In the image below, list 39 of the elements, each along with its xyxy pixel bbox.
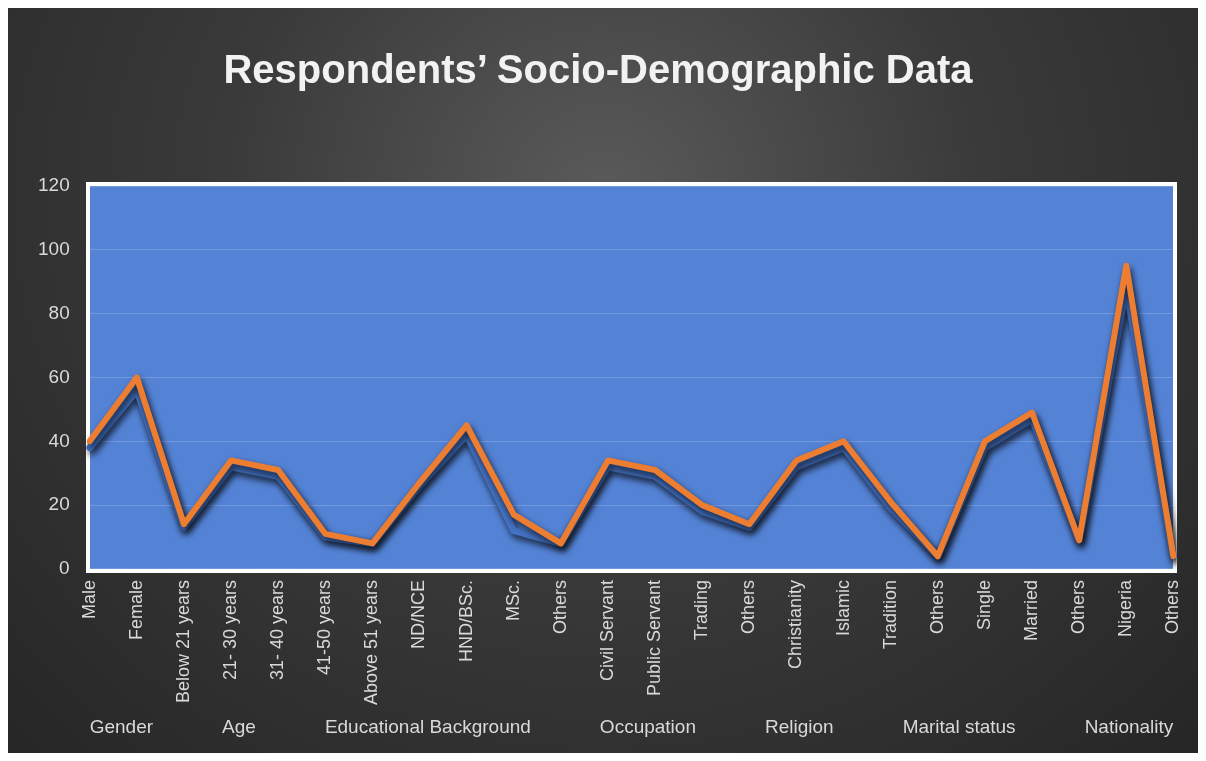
x-tick-label: Others	[926, 579, 947, 634]
chart-title: Respondents’ Socio-Demographic Data	[223, 47, 974, 92]
text: Occupation	[599, 715, 696, 739]
x-tick-label: Female	[125, 579, 146, 640]
x-tick-label: Others	[549, 579, 570, 634]
x-tick-label: Christianity	[785, 579, 806, 669]
text: Gender	[89, 715, 154, 739]
x-tick-label: ND/NCE	[408, 579, 429, 649]
x-tick-label: Public Servant	[644, 579, 665, 696]
x-tick-label: 41-50 years	[314, 579, 335, 675]
y-tick-label: 20	[48, 493, 70, 515]
x-tick-label: Above 51 years	[361, 579, 382, 705]
x-tick-label: Tradition	[879, 579, 900, 650]
y-tick-label: 40	[48, 429, 70, 451]
text: Marital status	[902, 715, 1016, 739]
y-tick-label: 80	[48, 301, 70, 323]
x-tick-label: Male	[78, 579, 99, 619]
text: Religion	[764, 715, 834, 739]
y-tick-label: 0	[59, 557, 70, 579]
x-tick-label: Others	[1068, 579, 1089, 634]
x-tick-label: 21- 30 years	[220, 579, 241, 680]
x-tick-label: Islamic	[832, 579, 853, 636]
text: Educational Background	[324, 715, 531, 739]
y-tick-label: 120	[38, 174, 70, 196]
x-tick-label: Civil Servant	[596, 579, 617, 681]
x-tick-label: Trading	[691, 579, 712, 641]
x-tick-label: Single	[973, 579, 994, 630]
x-tick-label: Others	[1162, 579, 1183, 634]
y-tick-label: 100	[38, 238, 70, 260]
text: Nationality	[1084, 715, 1174, 739]
x-tick-label: MSc.	[502, 579, 523, 621]
x-tick-label: Below 21 years	[172, 579, 193, 703]
x-tick-label: Married	[1021, 579, 1042, 641]
text: Age	[222, 715, 256, 739]
x-tick-label: 31- 40 years	[267, 579, 288, 680]
y-tick-label: 60	[48, 365, 70, 387]
x-tick-label: HND/BSc.	[455, 579, 476, 662]
x-tick-label: Others	[738, 579, 759, 634]
x-tick-label: Nigeria	[1115, 578, 1136, 637]
